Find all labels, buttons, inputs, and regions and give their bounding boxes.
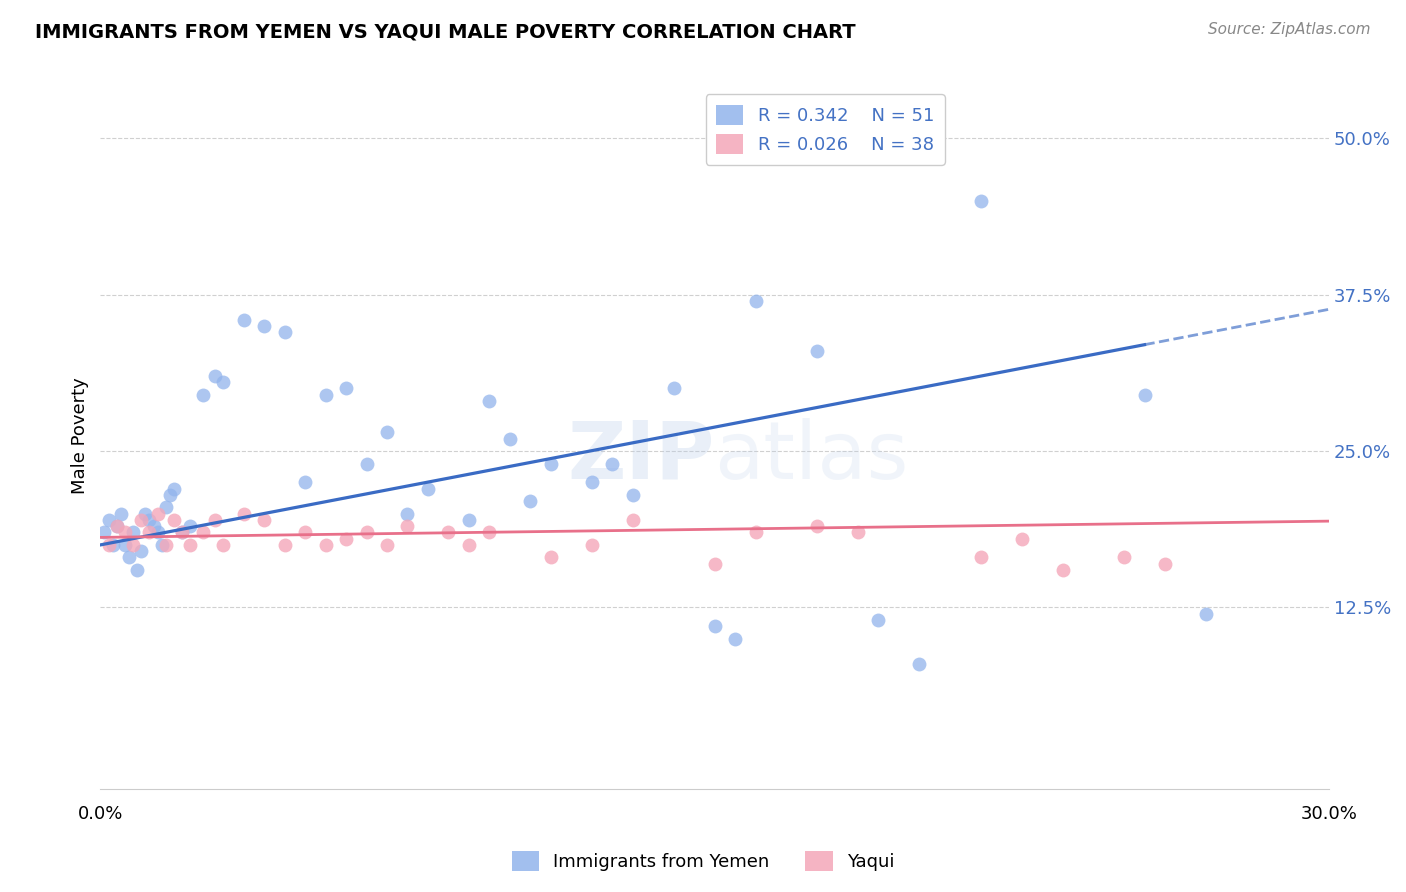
Point <box>621 488 644 502</box>
Point <box>335 382 357 396</box>
Text: 30.0%: 30.0% <box>1301 805 1357 823</box>
Point <box>600 457 623 471</box>
Point <box>457 513 479 527</box>
Point <box>478 525 501 540</box>
Point <box>232 312 254 326</box>
Legend: Immigrants from Yemen, Yaqui: Immigrants from Yemen, Yaqui <box>505 844 901 879</box>
Point <box>179 519 201 533</box>
Text: atlas: atlas <box>714 417 908 496</box>
Point <box>163 482 186 496</box>
Point <box>122 525 145 540</box>
Point <box>581 475 603 490</box>
Point <box>118 550 141 565</box>
Point <box>273 325 295 339</box>
Point <box>97 538 120 552</box>
Point <box>335 532 357 546</box>
Point <box>232 507 254 521</box>
Point <box>142 519 165 533</box>
Point <box>806 519 828 533</box>
Point <box>662 382 685 396</box>
Point <box>703 619 725 633</box>
Point <box>356 525 378 540</box>
Point <box>1133 388 1156 402</box>
Point <box>129 544 152 558</box>
Point <box>315 538 337 552</box>
Point <box>1052 563 1074 577</box>
Point <box>134 507 156 521</box>
Point <box>163 513 186 527</box>
Text: 0.0%: 0.0% <box>77 805 124 823</box>
Point <box>253 513 276 527</box>
Point <box>146 525 169 540</box>
Point <box>396 507 419 521</box>
Point <box>105 519 128 533</box>
Y-axis label: Male Poverty: Male Poverty <box>72 377 89 494</box>
Point <box>273 538 295 552</box>
Point <box>356 457 378 471</box>
Point <box>416 482 439 496</box>
Point <box>114 525 136 540</box>
Point <box>93 525 115 540</box>
Point <box>294 525 316 540</box>
Point <box>150 538 173 552</box>
Point <box>155 500 177 515</box>
Point <box>159 488 181 502</box>
Point <box>970 550 993 565</box>
Point <box>172 525 194 540</box>
Point <box>253 318 276 333</box>
Point <box>703 557 725 571</box>
Point <box>315 388 337 402</box>
Point <box>179 538 201 552</box>
Point <box>110 507 132 521</box>
Point <box>191 525 214 540</box>
Point <box>806 343 828 358</box>
Point <box>294 475 316 490</box>
Point <box>744 525 766 540</box>
Point <box>908 657 931 671</box>
Point <box>172 525 194 540</box>
Point <box>1154 557 1177 571</box>
Point <box>105 519 128 533</box>
Point <box>191 388 214 402</box>
Text: ZIP: ZIP <box>567 417 714 496</box>
Point <box>519 494 541 508</box>
Point <box>204 513 226 527</box>
Legend: R = 0.342    N = 51, R = 0.026    N = 38: R = 0.342 N = 51, R = 0.026 N = 38 <box>706 95 945 165</box>
Point <box>478 394 501 409</box>
Point <box>375 425 398 440</box>
Point <box>129 513 152 527</box>
Point <box>101 538 124 552</box>
Point <box>127 563 149 577</box>
Point <box>138 513 160 527</box>
Point <box>437 525 460 540</box>
Point <box>846 525 869 540</box>
Point <box>540 457 562 471</box>
Point <box>155 538 177 552</box>
Point <box>97 513 120 527</box>
Point <box>1112 550 1135 565</box>
Point <box>724 632 747 646</box>
Point <box>581 538 603 552</box>
Point <box>499 432 522 446</box>
Point <box>375 538 398 552</box>
Point <box>1011 532 1033 546</box>
Point <box>212 376 235 390</box>
Point <box>868 613 890 627</box>
Point <box>744 293 766 308</box>
Text: IMMIGRANTS FROM YEMEN VS YAQUI MALE POVERTY CORRELATION CHART: IMMIGRANTS FROM YEMEN VS YAQUI MALE POVE… <box>35 22 856 41</box>
Point <box>122 538 145 552</box>
Point <box>970 194 993 208</box>
Point <box>540 550 562 565</box>
Point <box>114 538 136 552</box>
Point <box>146 507 169 521</box>
Point <box>621 513 644 527</box>
Point <box>212 538 235 552</box>
Point <box>1195 607 1218 621</box>
Point <box>396 519 419 533</box>
Point <box>204 368 226 383</box>
Point <box>138 525 160 540</box>
Point <box>457 538 479 552</box>
Text: Source: ZipAtlas.com: Source: ZipAtlas.com <box>1208 22 1371 37</box>
